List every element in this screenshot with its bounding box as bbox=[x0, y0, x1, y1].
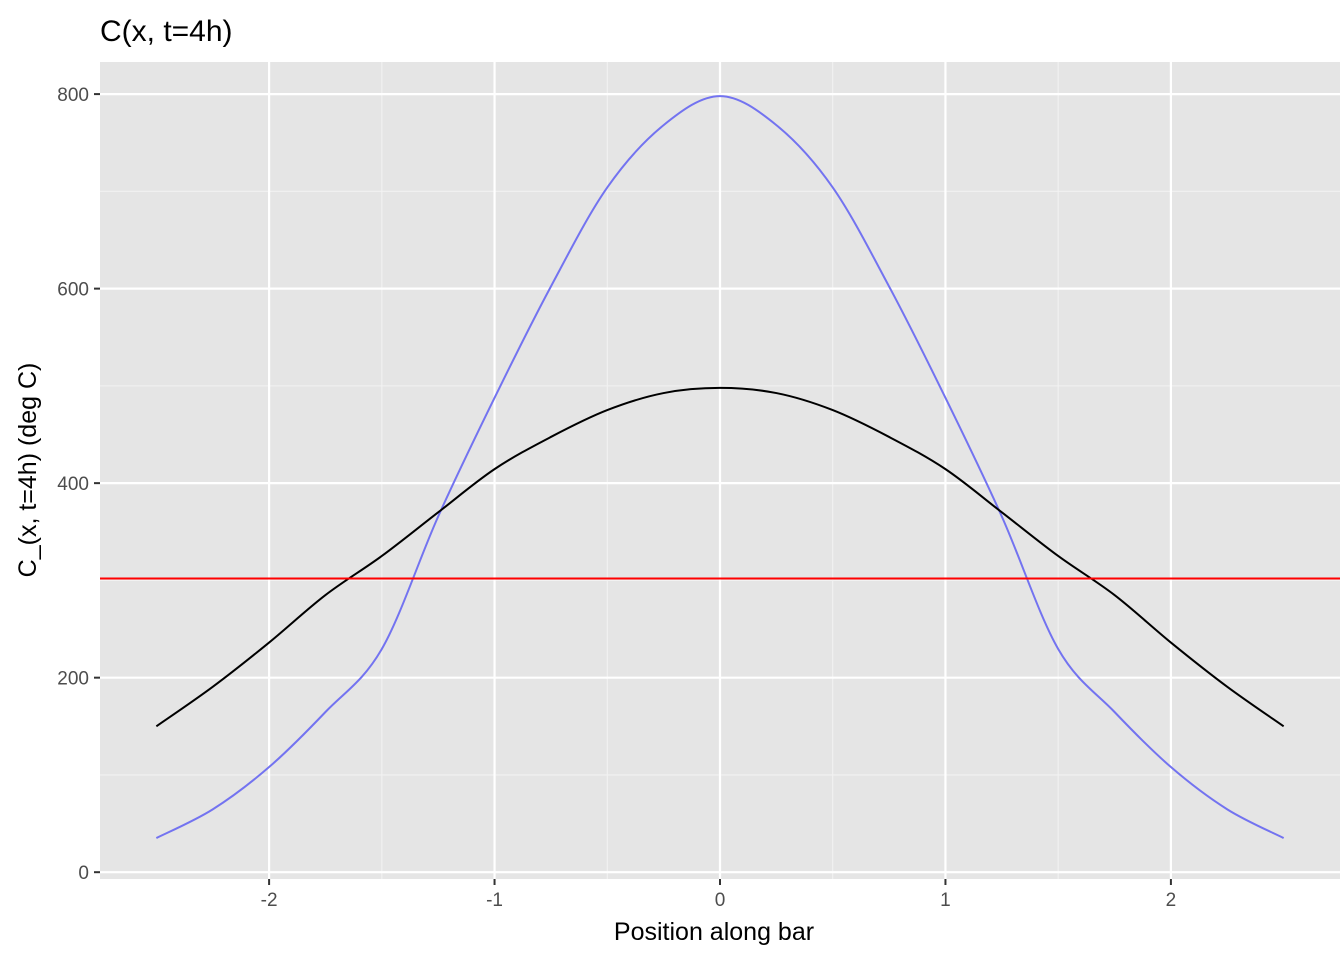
x-tick-label: -2 bbox=[261, 890, 278, 911]
y-tick-label: 800 bbox=[57, 85, 89, 106]
y-axis-title: C_(x, t=4h) (deg C) bbox=[14, 363, 42, 578]
x-tick-label: 2 bbox=[1166, 890, 1177, 911]
series-line-1 bbox=[155, 95, 1285, 839]
y-tick-label: 600 bbox=[57, 280, 89, 301]
x-tick-label: 0 bbox=[715, 890, 726, 911]
x-axis: -2 -1 0 1 2 bbox=[261, 879, 1177, 911]
x-tick-label: -1 bbox=[486, 890, 503, 911]
series-line-2 bbox=[155, 386, 1285, 728]
chart-title: C(x, t=4h) bbox=[100, 15, 233, 48]
y-tick-label: 200 bbox=[57, 669, 89, 690]
y-tick-label: 400 bbox=[57, 474, 89, 495]
y-axis: 0 200 400 600 800 bbox=[57, 85, 100, 884]
x-tick-label: 1 bbox=[940, 890, 951, 911]
major-grid bbox=[100, 62, 1340, 879]
y-tick-label: 0 bbox=[78, 863, 89, 884]
series-layer bbox=[100, 95, 1340, 839]
x-axis-title: Position along bar bbox=[614, 918, 814, 946]
